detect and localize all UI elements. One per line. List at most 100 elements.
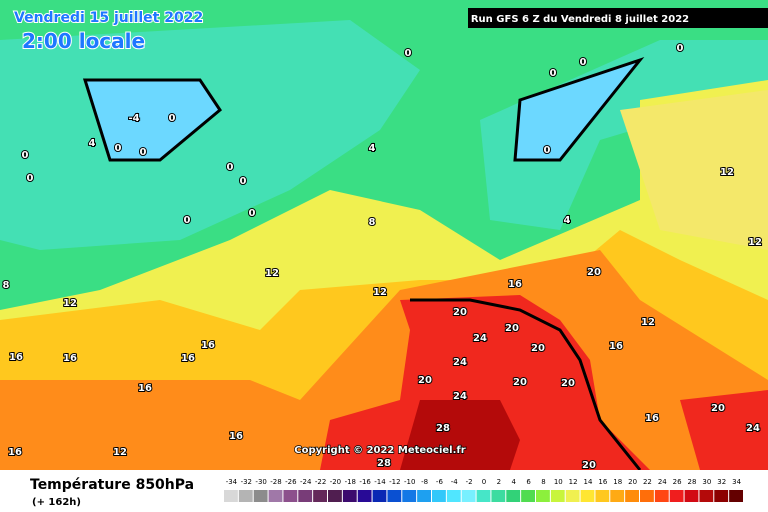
legend-swatch — [506, 490, 521, 502]
contour-label: 16 — [201, 340, 215, 351]
contour-label: 0 — [115, 143, 122, 154]
contour-label: 0 — [184, 215, 191, 226]
contour-label: 0 — [140, 147, 147, 158]
legend-label: -10 — [404, 478, 415, 486]
legend-label: 2 — [497, 478, 501, 486]
contour-label: 12 — [748, 237, 762, 248]
legend-label: -4 — [451, 478, 459, 486]
contour-label: 20 — [453, 307, 467, 318]
legend-swatch — [446, 490, 461, 502]
run-info: Run GFS 6 Z du Vendredi 8 juillet 2022 — [471, 14, 689, 25]
contour-label: 4 — [89, 138, 96, 149]
legend-swatch — [432, 490, 446, 502]
contour-label: 16 — [229, 431, 243, 442]
legend-label: -2 — [466, 478, 473, 486]
legend-label: -12 — [389, 478, 400, 486]
contour-label: 12 — [641, 317, 655, 328]
contour-label: 28 — [377, 458, 391, 469]
contour-label: 12 — [265, 268, 279, 279]
legend-swatch — [684, 490, 699, 502]
legend-label: -16 — [359, 478, 371, 486]
legend-swatch — [669, 490, 684, 502]
legend-swatch — [729, 490, 743, 502]
contour-label: 16 — [645, 413, 659, 424]
legend-label: 30 — [702, 478, 711, 486]
legend-label: 0 — [482, 478, 486, 486]
contour-label: 16 — [138, 383, 152, 394]
legend-swatch — [714, 490, 729, 502]
legend-swatch — [461, 490, 476, 502]
legend-label: 8 — [541, 478, 545, 486]
legend-swatch — [536, 490, 550, 502]
legend-label: 12 — [569, 478, 578, 486]
contour-label: 16 — [8, 447, 22, 458]
contour-label: 28 — [436, 423, 450, 434]
contour-label: 0 — [240, 176, 247, 187]
contour-label: 20 — [561, 378, 575, 389]
legend-label: -18 — [345, 478, 356, 486]
legend-label: 16 — [598, 478, 607, 486]
legend-swatch — [580, 490, 595, 502]
contour-label: 16 — [609, 341, 623, 352]
legend-label: -20 — [330, 478, 341, 486]
contour-label: 0 — [677, 43, 684, 54]
contour-label: 0 — [27, 173, 34, 184]
legend-swatch — [342, 490, 357, 502]
contour-label: 0 — [22, 150, 29, 161]
contour-label: 8 — [3, 280, 10, 291]
contour-label: 0 — [169, 113, 176, 124]
legend-label: -24 — [300, 478, 312, 486]
legend-label: 14 — [584, 478, 593, 486]
legend-swatch — [595, 490, 610, 502]
legend-label: -14 — [374, 478, 386, 486]
legend-swatch — [224, 490, 238, 502]
legend-swatch — [313, 490, 327, 502]
contour-label: 20 — [418, 375, 432, 386]
legend-label: -22 — [315, 478, 326, 486]
contour-label: 0 — [580, 57, 587, 68]
contour-label: 0 — [249, 208, 256, 219]
contour-label: 0 — [544, 145, 551, 156]
legend-label: -6 — [436, 478, 444, 486]
legend-swatch — [654, 490, 669, 502]
legend-label: -32 — [241, 478, 252, 486]
copyright: Copyright © 2022 Meteociel.fr — [294, 445, 465, 456]
contour-label: 20 — [711, 403, 725, 414]
legend-label: 26 — [673, 478, 682, 486]
legend-swatch — [565, 490, 580, 502]
contour-label: 20 — [531, 343, 545, 354]
contour-label: 24 — [453, 357, 467, 368]
contour-label: 0 — [405, 48, 412, 59]
legend-label: -8 — [421, 478, 428, 486]
legend-label: 18 — [613, 478, 622, 486]
legend-label: 4 — [511, 478, 516, 486]
legend-swatch — [417, 490, 431, 502]
legend-swatch — [238, 490, 253, 502]
legend-label: 32 — [717, 478, 726, 486]
contour-labels: 0 0 4 0 0 -4 0 0 0 0 0 4 8 12 12 0 0 0 0… — [2, 42, 763, 472]
legend-swatch — [387, 490, 402, 502]
legend-swatch — [521, 490, 535, 502]
legend-swatch — [372, 490, 387, 502]
forecast-date: Vendredi 15 juillet 2022 — [14, 10, 203, 26]
legend-swatch — [268, 490, 283, 502]
legend-label: -26 — [285, 478, 297, 486]
legend-title: Température 850hPa — [30, 477, 194, 493]
legend-swatch — [283, 490, 298, 502]
legend-swatch — [491, 490, 506, 502]
legend-label: 20 — [628, 478, 637, 486]
contour-label: 20 — [582, 460, 596, 471]
contour-label: 12 — [373, 287, 387, 298]
legend-label: 28 — [688, 478, 697, 486]
legend-swatch — [357, 490, 372, 502]
contour-label: 20 — [587, 267, 601, 278]
contour-label: 12 — [63, 298, 77, 309]
contour-label: 12 — [113, 447, 127, 458]
contour-label: 4 — [564, 215, 571, 226]
legend-swatch — [402, 490, 417, 502]
contour-label: -4 — [128, 113, 139, 124]
legend-label: -30 — [255, 478, 266, 486]
legend-swatch — [550, 490, 565, 502]
legend-swatch — [640, 490, 654, 502]
